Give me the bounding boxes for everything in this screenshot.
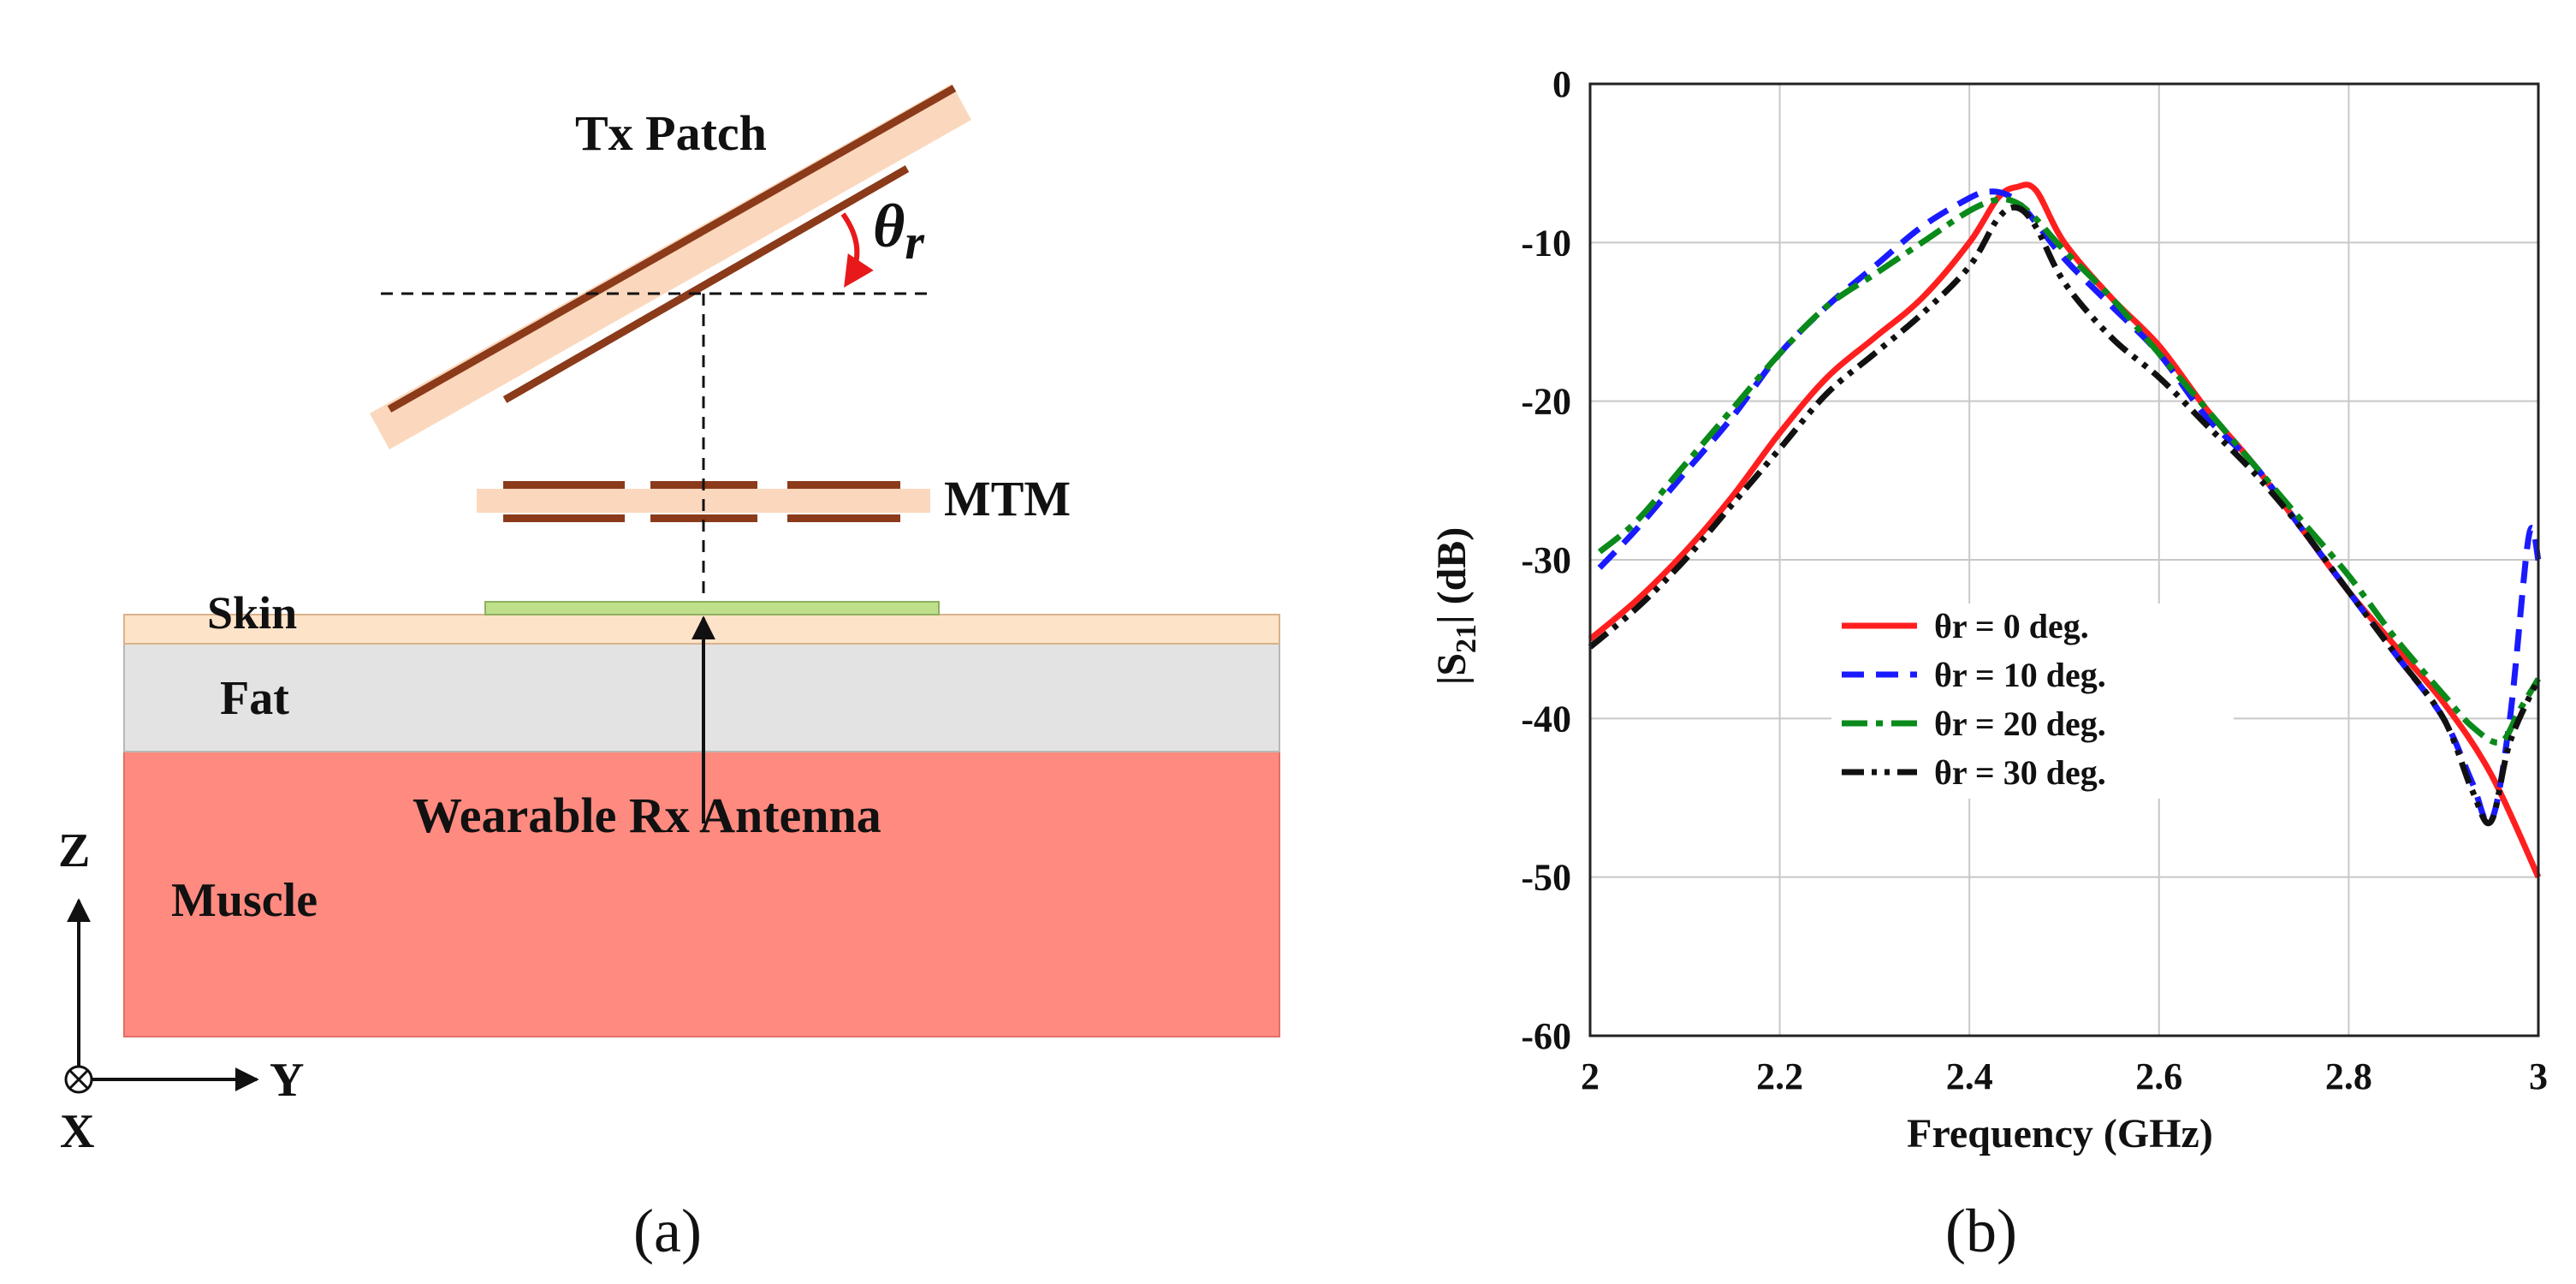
caption-b: (b) bbox=[1945, 1197, 2017, 1265]
x-tick-label: 3 bbox=[2529, 1055, 2548, 1097]
series-line-3 bbox=[1588, 204, 2542, 827]
x-tick-label: 2 bbox=[1581, 1055, 1600, 1097]
legend-label-0: θr = 0 deg. bbox=[1934, 607, 2089, 645]
x-axis-title: Frequency (GHz) bbox=[1907, 1111, 2213, 1156]
legend-label-1: θr = 10 deg. bbox=[1934, 656, 2106, 694]
y-tick-label: -50 bbox=[1521, 857, 1571, 899]
x-tick-label: 2.6 bbox=[2135, 1055, 2182, 1097]
x-tick-label: 2.2 bbox=[1756, 1055, 1803, 1097]
y-tick-label: -30 bbox=[1521, 539, 1571, 581]
theta-angle-arrow bbox=[840, 212, 874, 288]
plot-frame bbox=[1588, 82, 2540, 1037]
tx-radiating-patch bbox=[502, 165, 910, 403]
y-tick-label: -60 bbox=[1521, 1015, 1571, 1057]
mtm-cell-2-bottom bbox=[650, 514, 757, 522]
series-line-0 bbox=[1588, 181, 2542, 879]
tx-patch bbox=[370, 84, 971, 449]
mtm-label: MTM bbox=[944, 471, 1071, 526]
fat-label: Fat bbox=[220, 672, 289, 725]
skin-label: Skin bbox=[207, 587, 297, 639]
theta-label: θr bbox=[873, 192, 924, 270]
y-axis-label: Y bbox=[270, 1054, 304, 1107]
legend-label-2: θr = 20 deg. bbox=[1934, 704, 2106, 743]
chart-panel-b: 2 2.2 2.4 2.6 2.8 3 0 -10 -20 -30 -40 -50 -60 Freque… bbox=[1429, 63, 2548, 1265]
mtm-cell-3-top bbox=[787, 481, 900, 489]
y-axis-title: |S21| (dB) bbox=[1429, 527, 1482, 686]
series-line-2 bbox=[1597, 196, 2542, 746]
x-tick-label: 2.4 bbox=[1946, 1055, 1993, 1097]
mtm-cell-1-bottom bbox=[503, 514, 625, 522]
coordinate-axes: Z Y X bbox=[58, 824, 304, 1158]
x-axis-label: X bbox=[60, 1105, 94, 1158]
muscle-label: Muscle bbox=[171, 874, 318, 927]
chart-series bbox=[1588, 181, 2542, 879]
chart-ticks: 2 2.2 2.4 2.6 2.8 3 0 -10 -20 -30 -40 -50 -60 bbox=[1521, 63, 2548, 1097]
x-tick-label: 2.8 bbox=[2325, 1055, 2372, 1097]
tx-ground-plane bbox=[387, 85, 957, 413]
x-axis-cross-2 bbox=[68, 1069, 89, 1090]
legend-entry-bg bbox=[1831, 652, 2234, 701]
mtm-cell-3-bottom bbox=[787, 514, 900, 522]
rx-antenna-patch bbox=[484, 601, 940, 615]
y-tick-label: 0 bbox=[1552, 63, 1571, 105]
y-tick-label: -10 bbox=[1521, 222, 1571, 264]
y-tick-label: -40 bbox=[1521, 698, 1571, 740]
y-tick-label: -20 bbox=[1521, 381, 1571, 423]
chart-legend: θr = 0 deg. θr = 10 deg. θr = 20 deg. θr = … bbox=[1831, 603, 2234, 799]
tx-substrate bbox=[370, 84, 971, 449]
mtm-cell-1-top bbox=[503, 481, 625, 489]
rx-antenna-label: Wearable Rx Antenna bbox=[413, 788, 881, 843]
chart-grid bbox=[1589, 83, 2539, 1037]
z-axis-label: Z bbox=[58, 824, 90, 877]
caption-a: (a) bbox=[633, 1197, 702, 1265]
legend-label-3: θr = 30 deg. bbox=[1934, 753, 2106, 792]
tx-patch-label: Tx Patch bbox=[575, 105, 767, 161]
diagram-panel-a: θr Tx Patch MTM Skin Fat Muscle Wearable… bbox=[58, 84, 1280, 1265]
